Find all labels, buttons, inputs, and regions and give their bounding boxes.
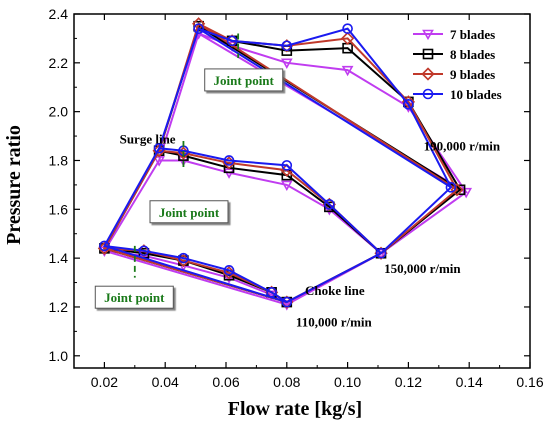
data-point [177,156,190,167]
data-point [280,180,293,192]
axes: 0.02 0.04 0.06 0.08 0.10 0.12 0.14 0.16 1.0 1.2 1.… [49,6,544,390]
legend-label: 9 blades [450,67,495,82]
data-point [342,23,353,34]
joint-1-box [204,68,284,92]
data-point [138,245,150,257]
legend-item-7-blades: 7 blades [413,27,495,42]
speed-150k-label: 150,000 r/min [384,261,461,276]
surge-line-label: Surge line [120,131,176,146]
data-point [281,160,293,171]
data-point [450,183,464,197]
speed-110k-label: 110,000 r/min [296,314,373,329]
legend-marker [421,67,435,81]
x-tick-label: 0.06 [212,374,239,390]
x-tick-label: 0.10 [334,374,361,390]
legend: 7 blades 8 blades 9 blades 10 blades [413,27,502,102]
data-point [340,31,355,46]
data-point [280,58,293,69]
legend-label: 10 blades [450,87,502,102]
legend-marker [422,29,434,41]
y-tick-label: 1.8 [49,152,69,168]
speed-line-2 [198,27,452,188]
x-tick-label: 0.04 [152,374,179,390]
x-tick-label: 0.16 [516,374,543,390]
joint-1-label: Joint point [214,73,275,88]
y-tick-label: 1.2 [49,299,69,315]
y-tick-label: 2.0 [49,104,69,120]
x-tick-label: 0.08 [273,374,300,390]
data-point [445,182,457,193]
data-point [222,266,236,280]
y-tick-label: 2.4 [49,6,69,22]
data-point [153,142,165,154]
joint-3-label: Joint point [104,290,165,305]
joint-2-box [149,200,229,224]
series-layer [97,17,473,311]
data-point [341,65,354,77]
data-point [193,23,204,34]
data-point [375,247,387,259]
data-point [403,99,414,110]
choke-line-label: Choke line [305,283,365,298]
plot-frame [73,13,531,369]
annotation-layer: Surge line Choke line 190,000 r/min 150,000… [94,33,501,329]
legend-item-9-blades: 9 blades [413,67,495,82]
data-point [138,251,150,262]
joint-2-label: Joint point [159,205,220,220]
x-tick-label: 0.14 [456,374,483,390]
series-10-blades [99,23,457,308]
x-tick-label: 0.12 [395,374,422,390]
data-point [324,199,335,210]
y-tick-label: 1.6 [49,201,69,217]
data-point [99,240,110,252]
x-tick-label: 0.02 [91,374,118,390]
data-point [226,35,238,47]
legend-label: 7 blades [450,27,495,42]
speed-190k-label: 190,000 r/min [424,139,501,154]
data-point [281,296,293,308]
legend-label: 8 blades [450,47,495,62]
legend-item-8-blades: 8 blades [413,47,495,62]
joint-3-box [94,285,174,309]
data-point [281,40,293,52]
data-point [223,155,235,166]
y-tick-label: 1.0 [49,348,69,364]
y-tick-label: 2.2 [49,55,69,71]
legend-item-10-blades: 10 blades [413,87,502,102]
data-point [223,265,235,276]
y-axis-title: Pressure ratio [3,125,25,245]
y-tick-label: 1.4 [49,250,69,266]
x-axis-title: Flow rate [kg/s] [228,398,362,420]
data-point [266,287,277,298]
legend-marker [422,48,434,60]
legend-marker [422,88,434,100]
data-point [178,252,189,264]
speed-line-0 [104,244,288,303]
